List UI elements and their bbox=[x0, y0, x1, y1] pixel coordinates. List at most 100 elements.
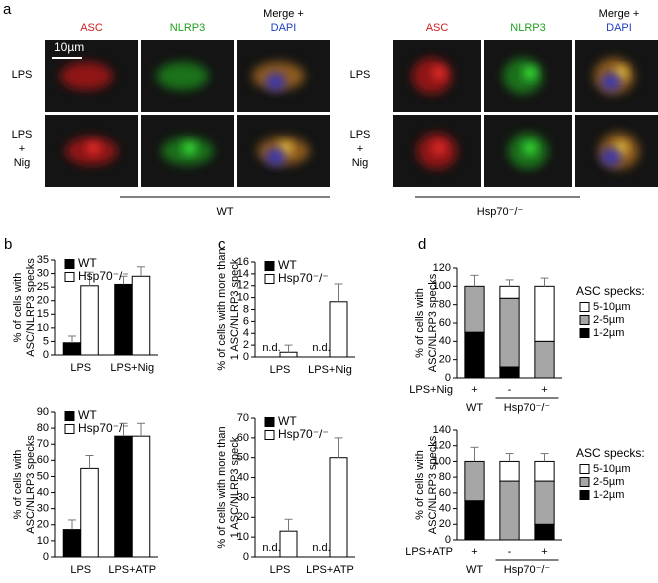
panel-label: c bbox=[218, 236, 226, 253]
value-label: n.d. bbox=[262, 342, 280, 354]
legend-swatch bbox=[264, 430, 275, 440]
x-tick-label: LPS bbox=[70, 564, 91, 576]
legend-swatch bbox=[264, 261, 275, 271]
y-tick-label: 80 bbox=[37, 422, 49, 434]
bar-segment bbox=[464, 331, 485, 379]
y-axis-label: ASC/NLRP3 specks bbox=[25, 258, 37, 357]
x-tick-label: LPS+ATP bbox=[306, 564, 354, 576]
row-label: + bbox=[357, 143, 363, 155]
y-tick-label: 0 bbox=[43, 551, 49, 563]
legend-swatch bbox=[64, 259, 75, 269]
row-label: Nig bbox=[352, 157, 369, 169]
legend-label: Hsp70⁻/⁻ bbox=[78, 421, 129, 435]
y-tick-label: 0 bbox=[243, 551, 249, 563]
y-tick-label: 6 bbox=[243, 315, 249, 327]
bar bbox=[62, 342, 82, 356]
legend-label: WT bbox=[278, 258, 297, 272]
bar-segment bbox=[499, 460, 520, 482]
legend-title: ASC specks: bbox=[576, 284, 645, 298]
row-label: LPS bbox=[12, 129, 33, 141]
y-tick-label: 0 bbox=[445, 534, 451, 546]
y-tick-label: 20 bbox=[439, 354, 451, 366]
column-header: ASC bbox=[80, 22, 103, 34]
y-tick-label: 20 bbox=[237, 511, 249, 523]
group-label: WT bbox=[216, 206, 233, 218]
speck bbox=[87, 142, 100, 154]
x-tick-label: + bbox=[471, 384, 477, 396]
y-tick-label: 80 bbox=[439, 299, 451, 311]
x-tick-label: LPS bbox=[270, 564, 291, 576]
y-tick-label: 2 bbox=[243, 339, 249, 351]
legend-label: 2-5µm bbox=[593, 314, 624, 326]
nucleus bbox=[601, 148, 621, 166]
scale-bar-label: 10µm bbox=[54, 40, 84, 54]
y-tick-label: 30 bbox=[237, 491, 249, 503]
y-axis-label: % of cells with bbox=[12, 273, 24, 343]
y-tick-label: 60 bbox=[439, 317, 451, 329]
row-label: LPS bbox=[350, 69, 371, 81]
y-tick-label: 40 bbox=[439, 335, 451, 347]
x-tick-label: + bbox=[541, 546, 547, 558]
y-tick-label: 20 bbox=[439, 518, 451, 530]
column-header: NLRP3 bbox=[510, 22, 545, 34]
legend-label: 5-10µm bbox=[593, 301, 631, 313]
y-tick-label: 4 bbox=[243, 327, 249, 339]
bar-segment bbox=[464, 460, 485, 502]
y-axis-label: 1 ASC/NLRP3 speck bbox=[229, 436, 241, 538]
value-label: n.d. bbox=[312, 342, 330, 354]
row-label: + bbox=[19, 143, 25, 155]
y-tick-label: 0 bbox=[43, 349, 49, 361]
bar bbox=[329, 301, 348, 358]
y-tick-label: 80 bbox=[439, 471, 451, 483]
speck bbox=[183, 142, 196, 154]
nucleus bbox=[601, 73, 621, 91]
speck bbox=[524, 142, 536, 154]
y-tick-label: 15 bbox=[37, 308, 49, 320]
y-tick-label: 30 bbox=[37, 267, 49, 279]
y-tick-label: 50 bbox=[37, 470, 49, 482]
y-tick-label: 12 bbox=[237, 280, 249, 292]
bar bbox=[329, 457, 348, 558]
speck bbox=[524, 67, 536, 79]
bar bbox=[114, 435, 133, 558]
group-label: WT bbox=[466, 402, 483, 414]
y-tick-label: 120 bbox=[433, 262, 451, 274]
y-tick-label: 35 bbox=[37, 254, 49, 266]
bar bbox=[279, 530, 298, 558]
y-tick-label: 25 bbox=[37, 281, 49, 293]
bar bbox=[131, 435, 151, 558]
legend-label: 5-10µm bbox=[593, 463, 631, 475]
y-tick-label: 10 bbox=[237, 531, 249, 543]
row-label: LPS+ATP bbox=[405, 546, 453, 558]
legend-label: WT bbox=[78, 256, 97, 270]
x-tick-label: - bbox=[508, 384, 512, 396]
column-header: ASC bbox=[426, 22, 449, 34]
y-tick-label: 140 bbox=[433, 424, 451, 436]
y-tick-label: 70 bbox=[37, 438, 49, 450]
row-label: LPS bbox=[350, 129, 371, 141]
y-tick-label: 60 bbox=[237, 432, 249, 444]
column-header: DAPI bbox=[271, 22, 297, 34]
panel-label: a bbox=[3, 1, 12, 18]
x-tick-label: LPS+Nig bbox=[110, 362, 154, 374]
value-label: n.d. bbox=[262, 542, 280, 554]
y-tick-label: 10 bbox=[37, 322, 49, 334]
bar bbox=[131, 275, 151, 356]
bar-segment bbox=[464, 285, 485, 333]
x-tick-label: LPS+ATP bbox=[108, 564, 156, 576]
y-tick-label: 50 bbox=[237, 452, 249, 464]
y-tick-label: 8 bbox=[243, 303, 249, 315]
column-header: Merge + bbox=[599, 8, 640, 20]
legend-label: Hsp70⁻/⁻ bbox=[278, 427, 329, 441]
x-tick-label: LPS bbox=[270, 364, 291, 376]
y-tick-label: 10 bbox=[237, 292, 249, 304]
y-axis-label: ASC/NLRP3 specks bbox=[427, 273, 439, 372]
legend-swatch bbox=[64, 272, 75, 282]
bar bbox=[279, 351, 298, 358]
bar-segment bbox=[534, 523, 555, 541]
cell-signal bbox=[412, 58, 452, 94]
y-tick-label: 0 bbox=[243, 351, 249, 363]
y-tick-label: 5 bbox=[43, 335, 49, 347]
y-tick-label: 90 bbox=[37, 406, 49, 418]
